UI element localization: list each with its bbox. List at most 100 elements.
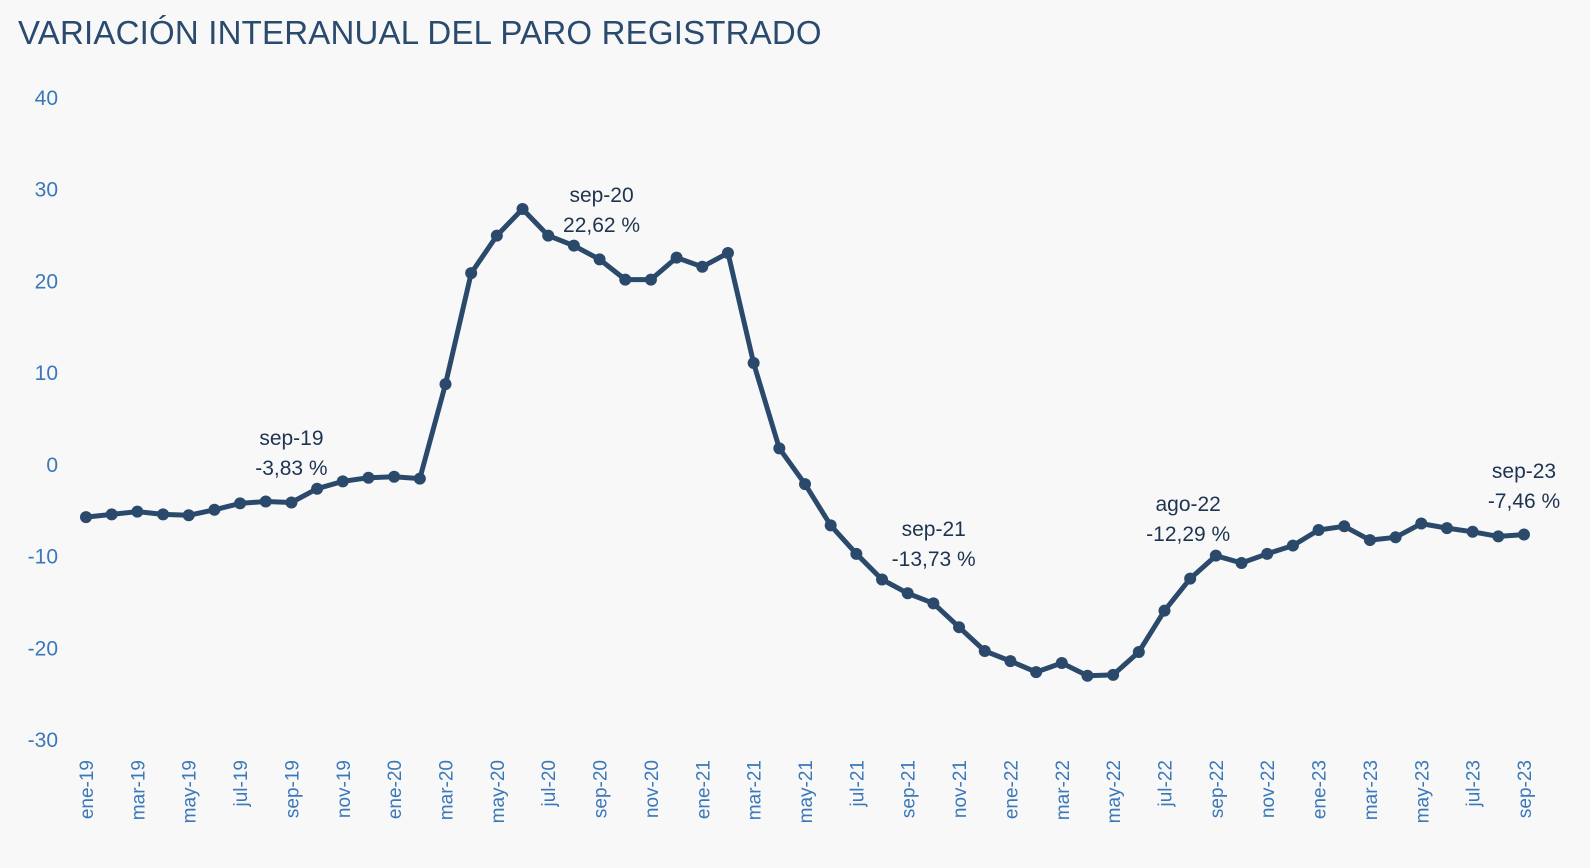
data-point: [1081, 669, 1094, 682]
x-tick-label: may-21: [796, 760, 817, 823]
annotation-value: -13,73 %: [892, 548, 976, 571]
annotation-value: -3,83 %: [255, 457, 327, 480]
data-point: [1338, 520, 1351, 533]
data-point: [1158, 604, 1171, 617]
x-tick-label: ene-21: [693, 760, 714, 819]
annotation-value: -12,29 %: [1146, 523, 1230, 546]
data-point: [542, 229, 555, 242]
annotation-label: sep-20: [569, 184, 633, 207]
y-axis: 40 30 20 10 0 -10 -20 -30: [28, 87, 58, 752]
y-tick-label: 0: [46, 454, 58, 477]
data-point: [465, 267, 478, 280]
y-tick-label: -10: [28, 546, 58, 569]
data-point: [619, 273, 632, 286]
data-point: [1440, 522, 1453, 535]
annotation-value: 22,62 %: [563, 214, 640, 237]
data-point: [824, 519, 837, 532]
x-tick-label: nov-20: [642, 760, 663, 818]
data-point: [953, 621, 966, 634]
data-point: [901, 587, 914, 600]
annotation-label: sep-19: [259, 427, 323, 450]
data-point: [773, 442, 786, 455]
x-axis: ene-19 mar-19 may-19 jul-19 sep-19 nov-19 ene-…: [77, 760, 1536, 823]
x-tick-label: mar-21: [745, 760, 766, 820]
data-point: [644, 273, 657, 286]
data-point: [336, 475, 349, 488]
data-point: [208, 503, 221, 516]
data-point: [1363, 534, 1376, 547]
data-point: [747, 357, 760, 370]
data-point: [1004, 655, 1017, 668]
annotations: sep-19 -3,83 % sep-20 22,62 % sep-21 -13,73 %…: [255, 184, 1560, 571]
x-tick-label: nov-19: [334, 760, 355, 818]
y-tick-label: 10: [35, 362, 58, 385]
data-point: [1107, 668, 1120, 681]
data-point: [1286, 539, 1299, 552]
data-point: [1389, 531, 1402, 544]
x-tick-label: mar-19: [128, 760, 149, 820]
x-tick-label: ene-20: [385, 760, 406, 819]
x-tick-label: may-23: [1412, 760, 1433, 823]
x-tick-label: jul-20: [539, 760, 560, 807]
x-tick-label: ene-23: [1310, 760, 1331, 819]
data-point: [490, 229, 503, 242]
data-point: [516, 202, 529, 215]
data-point: [593, 253, 606, 266]
y-tick-label: 30: [35, 179, 58, 202]
x-tick-label: mar-20: [437, 760, 458, 820]
data-point: [850, 547, 863, 560]
x-tick-label: sep-19: [282, 760, 303, 818]
x-tick-label: may-22: [1104, 760, 1125, 823]
x-tick-label: mar-22: [1053, 760, 1074, 820]
annotation-label: ago-22: [1155, 493, 1220, 516]
x-tick-label: sep-20: [591, 760, 612, 818]
x-tick-label: sep-23: [1515, 760, 1536, 818]
data-point: [876, 573, 889, 586]
data-point: [1415, 517, 1428, 530]
data-point: [413, 472, 426, 485]
x-tick-label: sep-22: [1207, 760, 1228, 818]
data-point: [696, 260, 709, 273]
data-point: [439, 378, 452, 391]
x-tick-label: ene-22: [1001, 760, 1022, 819]
x-tick-label: may-20: [488, 760, 509, 823]
data-point: [1261, 547, 1274, 560]
data-point: [1492, 530, 1505, 543]
data-point: [567, 239, 580, 252]
data-point: [1132, 645, 1145, 658]
x-tick-label: jul-19: [231, 760, 252, 807]
data-point: [1235, 556, 1248, 569]
data-point: [80, 511, 92, 524]
x-tick-label: may-19: [180, 760, 201, 823]
data-point: [799, 478, 811, 491]
data-point: [1055, 656, 1068, 669]
data-point: [388, 470, 401, 483]
data-point: [362, 471, 375, 484]
x-tick-label: nov-22: [1258, 760, 1279, 818]
data-point: [259, 495, 272, 508]
x-tick-label: ene-19: [77, 760, 98, 819]
annotation-label: sep-21: [902, 518, 966, 541]
data-point: [1184, 572, 1197, 585]
data-point: [1466, 525, 1479, 538]
x-tick-label: mar-23: [1361, 760, 1382, 820]
chart-title: VARIACIÓN INTERANUAL DEL PARO REGISTRADO: [18, 14, 822, 51]
series-layer: [80, 202, 1530, 682]
data-point: [1312, 523, 1325, 536]
data-point: [670, 251, 683, 264]
data-point: [1518, 528, 1530, 541]
x-tick-label: jul-22: [1156, 760, 1177, 807]
x-tick-label: nov-21: [950, 760, 971, 818]
x-tick-label: sep-21: [899, 760, 920, 818]
x-tick-label: jul-21: [847, 760, 868, 807]
y-tick-label: 20: [35, 270, 58, 293]
data-point: [721, 246, 734, 259]
data-point: [105, 508, 118, 521]
y-tick-label: 40: [35, 87, 58, 110]
x-tick-label: jul-23: [1464, 760, 1485, 807]
data-point: [157, 508, 170, 521]
y-tick-label: -20: [28, 637, 58, 660]
data-point: [1030, 666, 1043, 679]
data-point: [182, 509, 195, 522]
